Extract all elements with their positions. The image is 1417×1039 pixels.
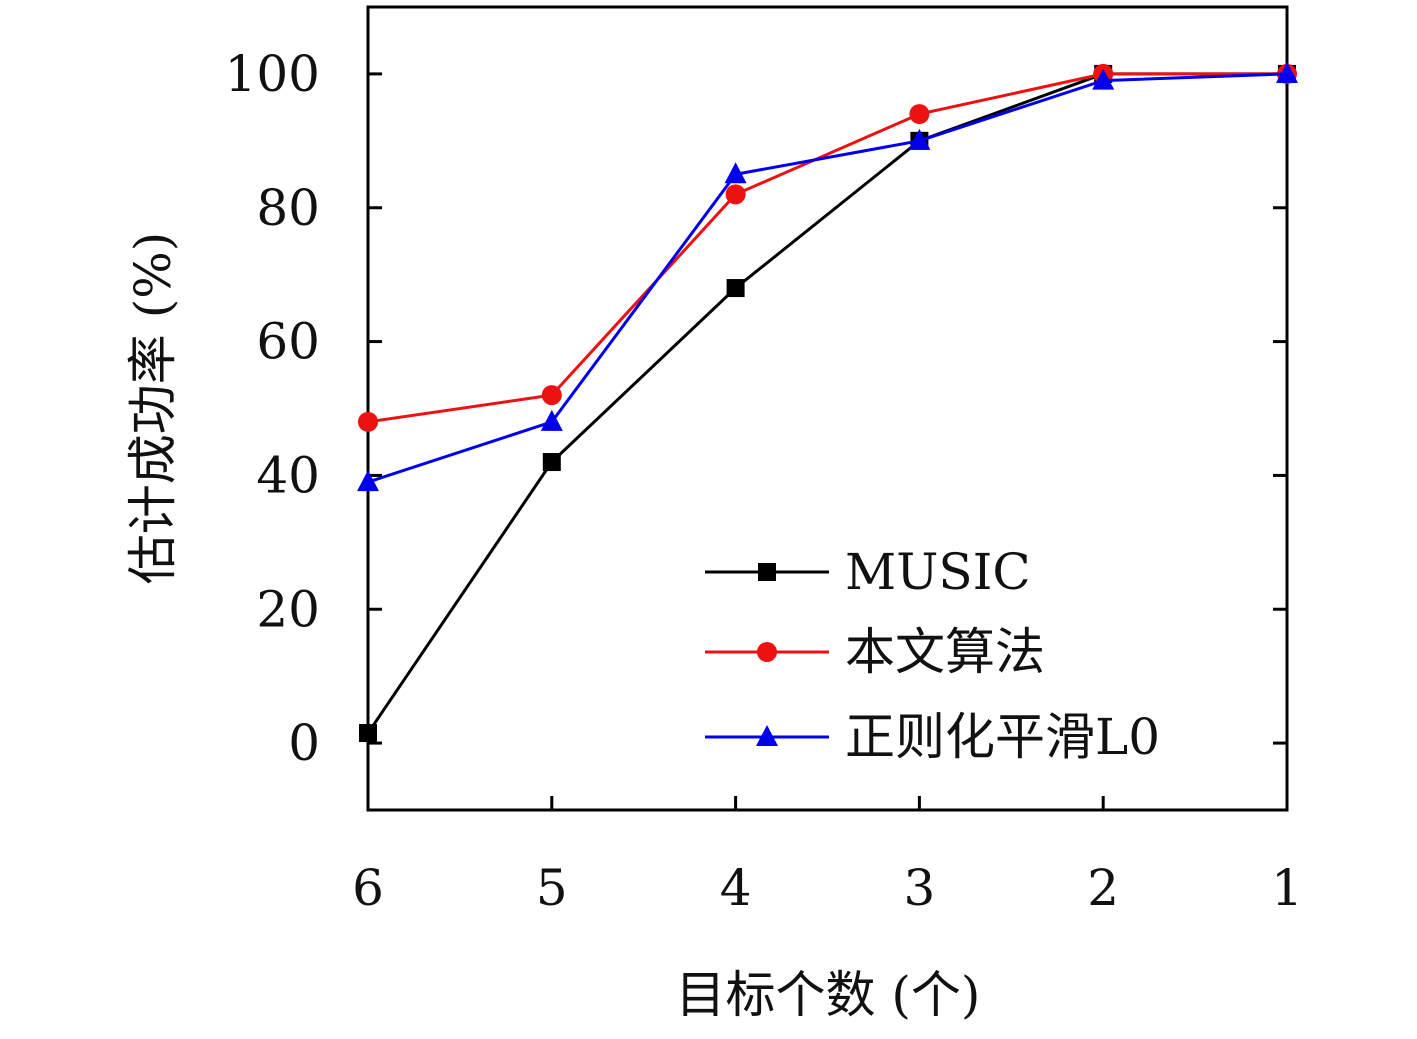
y-tick-label: 0 (288, 714, 320, 772)
x-axis-title: 目标个数 (个) (676, 966, 981, 1024)
data-point (358, 411, 378, 432)
series-line (366, 72, 1287, 734)
legend-label: 正则化平滑L0 (845, 708, 1160, 766)
legend-marker (756, 725, 778, 746)
data-point (909, 104, 930, 125)
y-axis-title: 估计成功率 (%) (124, 232, 182, 584)
legend-label: 本文算法 (845, 623, 1045, 681)
x-axis-ticks: 6 5 4 3 2 1 (352, 796, 1303, 917)
y-tick-label: 20 (256, 580, 320, 638)
data-point (1092, 68, 1115, 90)
data-point (540, 409, 563, 431)
x-tick-label: 4 (720, 859, 752, 917)
data-point (908, 128, 931, 150)
series-line (367, 72, 1288, 484)
y-tick-label: 60 (256, 313, 320, 371)
series-layer (357, 61, 1298, 743)
y-tick-label: 100 (225, 45, 320, 103)
data-point (359, 724, 377, 743)
data-point (725, 184, 746, 205)
y-axis-ticks: 0 20 40 60 80 100 (225, 45, 1287, 772)
plot-frame (366, 5, 1289, 812)
x-tick-label: 2 (1087, 859, 1119, 917)
series-2 (357, 61, 1298, 492)
legend-item: MUSIC (705, 543, 1031, 601)
legend-item: 正则化平滑L0 (705, 708, 1160, 766)
legend-marker (758, 563, 776, 581)
series-1 (358, 63, 1297, 432)
data-point (726, 279, 745, 298)
x-tick-label: 5 (536, 859, 568, 917)
data-point (541, 385, 562, 406)
x-tick-label: 1 (1271, 859, 1303, 917)
legend-item: 本文算法 (705, 623, 1045, 681)
legend-marker (757, 642, 777, 662)
series-line (367, 72, 1287, 424)
data-point (1276, 61, 1298, 83)
y-tick-label: 40 (256, 446, 320, 504)
data-point (724, 162, 747, 184)
data-point (542, 453, 561, 472)
x-tick-label: 3 (903, 859, 935, 917)
plot-area (366, 5, 1289, 812)
legend-label: MUSIC (845, 543, 1031, 601)
data-point (357, 470, 379, 492)
x-tick-label: 6 (352, 859, 384, 917)
y-tick-label: 80 (256, 179, 320, 237)
